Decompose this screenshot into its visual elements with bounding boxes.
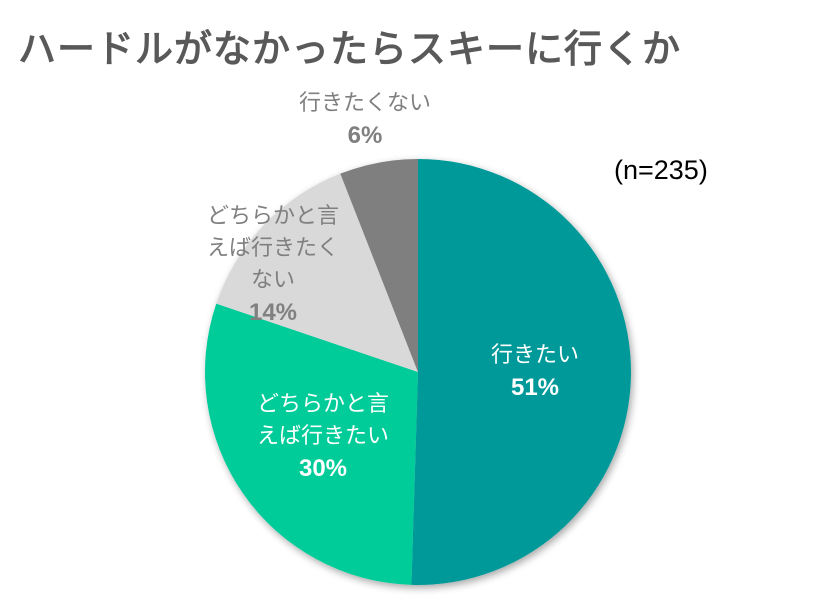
- label-not-want-to-go: 行きたくない 6%: [298, 91, 431, 149]
- pie-slice-3: [216, 173, 418, 372]
- pie-slice-1: [411, 159, 631, 585]
- label-want-to-go: 行きたい 51%: [490, 343, 579, 401]
- pie-slice-4: [340, 159, 418, 372]
- pie-slice-2: [205, 303, 418, 585]
- sample-size-note: (n=235): [614, 155, 708, 185]
- chart-title: ハードルがなかったらスキーに行くか: [18, 27, 682, 71]
- label-rather-want-to-go: どちらかと言 えば行きたい 30%: [256, 392, 389, 482]
- label-rather-not-want-to-go: どちらかと言 えば行きたく ない 14%: [206, 204, 339, 326]
